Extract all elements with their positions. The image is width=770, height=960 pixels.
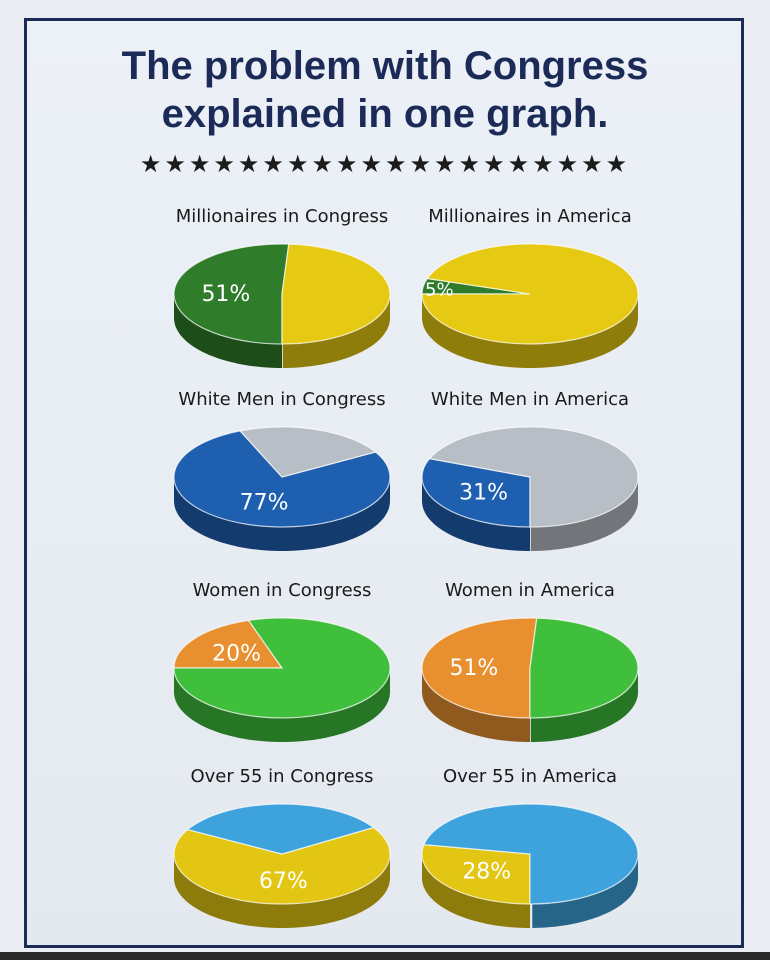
bottom-border: [0, 952, 770, 960]
pie-title: White Men in America: [431, 389, 629, 410]
pie-slice: [173, 243, 290, 345]
title-line-1: The problem with Congress: [121, 44, 649, 88]
pie-slice: [281, 243, 391, 345]
pie-slice: [186, 803, 375, 855]
pie-chart-7: Over 55 in Congress 67%: [173, 766, 391, 928]
pie-data-label: 77%: [240, 491, 289, 516]
pie-slice: [423, 803, 639, 905]
pie-slice: [421, 243, 639, 345]
pie-slice: [421, 617, 538, 719]
pie-title: White Men in Congress: [178, 389, 385, 410]
pie-slice: [421, 457, 531, 528]
pie-title: Millionaires in America: [428, 206, 632, 227]
pie-title: Over 55 in Congress: [190, 766, 373, 787]
title-line-2: explained in one graph.: [161, 92, 609, 136]
pie-data-label: 20%: [212, 642, 261, 667]
pie-slice: [173, 617, 391, 719]
pie-data-label: 31%: [459, 481, 508, 506]
pie-chart-8: Over 55 in America 28%: [421, 766, 639, 928]
pie-slice-side: [530, 478, 638, 551]
pie-slice-side: [174, 477, 390, 551]
pie-chart-2: Millionaires in America 5%: [421, 206, 639, 368]
pie-slice: [529, 617, 639, 719]
pie-chart-3: White Men in Congress 77%: [173, 389, 391, 551]
pie-title: Over 55 in America: [443, 766, 617, 787]
pie-title: Women in Congress: [193, 580, 372, 601]
star-divider: ★★★★★★★★★★★★★★★★★★★★: [139, 151, 631, 178]
pie-slice-side: [532, 854, 638, 928]
pie-title: Women in America: [445, 580, 615, 601]
pie-slice-side: [530, 669, 638, 742]
pie-data-label: 28%: [462, 860, 511, 885]
pie-slice-side: [422, 854, 530, 928]
page-title: The problem with Congress explained in o…: [0, 42, 770, 138]
pie-slice-side: [422, 477, 530, 551]
pie-slice: [428, 426, 639, 528]
pie-data-label: 67%: [259, 869, 308, 894]
pie-slice-side: [174, 294, 282, 368]
pie-slice-side: [422, 668, 530, 742]
pie-data-label: 5%: [425, 279, 454, 300]
pie-slice-side: [282, 295, 390, 368]
pie-slice-side: [422, 294, 638, 368]
pie-chart-6: Women in America 51%: [421, 580, 639, 742]
pie-chart-5: Women in Congress 20%: [173, 580, 391, 742]
pie-title: Millionaires in Congress: [176, 206, 389, 227]
pie-data-label: 51%: [201, 282, 250, 307]
pie-chart-4: White Men in America 31%: [421, 389, 639, 551]
pie-chart-1: Millionaires in Congress 51%: [173, 206, 391, 368]
pie-slice-side: [174, 854, 390, 928]
pie-data-label: 51%: [449, 656, 498, 681]
pie-slice: [238, 426, 377, 478]
pie-slice: [421, 843, 531, 905]
pie-slice: [173, 430, 391, 528]
pie-slice: [173, 826, 391, 905]
pie-slice-side: [174, 668, 390, 742]
pie-slice: [173, 619, 284, 669]
